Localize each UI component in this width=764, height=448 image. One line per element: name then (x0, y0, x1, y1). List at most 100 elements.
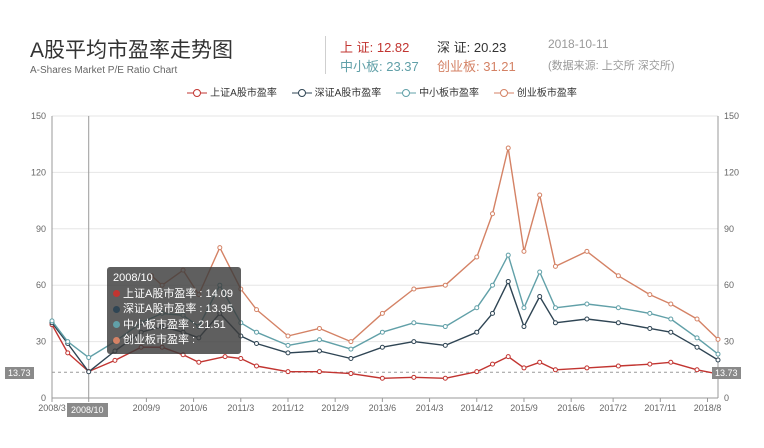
y-tick-label-right: 90 (724, 224, 734, 234)
x-tick-label: 2016/6 (557, 403, 585, 413)
data-point (316, 337, 322, 343)
data-point (411, 320, 417, 326)
chart-title: A股平均市盈率走势图 (30, 39, 234, 62)
legend-item-gem[interactable]: 创业板市盈率 (493, 84, 577, 99)
stat-shenzhen: 深 证: 20.23 (437, 40, 507, 55)
data-point (348, 346, 354, 352)
stat-sme-board: 中小板: 23.37 (340, 59, 419, 74)
x-tick-label: 2009/9 (133, 403, 161, 413)
data-point (65, 350, 71, 356)
data-point (316, 348, 322, 354)
data-point (86, 369, 92, 375)
data-point (694, 344, 700, 350)
stat-source: (数据来源: 上交所 深交所) (548, 60, 675, 72)
data-point (647, 310, 653, 316)
legend-marker-icon (493, 89, 514, 98)
x-tick-label: 2011/3 (227, 403, 254, 413)
cursor-date-label: 2008/10 (67, 403, 108, 417)
legend-item-shenzhen[interactable]: 深证A股市盈率 (291, 84, 382, 99)
tooltip-title: 2008/10 (113, 272, 153, 284)
data-point (316, 325, 322, 331)
x-tick-label: 2017/2 (599, 403, 627, 413)
series-dot-icon (113, 336, 120, 344)
x-tick-label: 2010/6 (180, 403, 208, 413)
stat-date: 2018-10-11 (548, 37, 609, 51)
data-point (552, 305, 558, 311)
data-point (411, 374, 417, 380)
chart-tooltip: 2008/10 上证A股市盈率 : 14.09 深证A股市盈率 : 13.95 … (107, 267, 242, 354)
tooltip-row-sme: 中小板市盈率 : 21.51 (113, 318, 233, 334)
data-point (552, 320, 558, 326)
data-point (196, 359, 202, 365)
y-tick-label-left: 150 (31, 111, 46, 121)
data-point (552, 367, 558, 373)
data-point (647, 361, 653, 367)
data-point (379, 329, 385, 335)
data-point (348, 356, 354, 362)
data-point (647, 292, 653, 298)
cursor-value-right: 13.73 (712, 367, 741, 379)
data-point (615, 363, 621, 369)
legend-marker-icon (291, 89, 312, 98)
y-tick-label-left: 30 (36, 337, 46, 347)
legend-item-sme[interactable]: 中小板市盈率 (396, 84, 479, 99)
data-point (254, 329, 260, 335)
data-point (668, 329, 674, 335)
data-point (285, 350, 291, 356)
data-point (379, 375, 385, 381)
data-point (86, 355, 92, 361)
data-point (615, 305, 621, 311)
data-point (505, 145, 511, 151)
data-point (537, 192, 543, 198)
tooltip-row-label: 创业板市盈率 : (123, 334, 196, 346)
data-point (668, 316, 674, 322)
data-point (348, 339, 354, 345)
x-tick-label: 2011/12 (272, 403, 304, 413)
data-point (442, 324, 448, 330)
data-point (584, 365, 590, 371)
data-point (285, 369, 291, 375)
data-point (222, 354, 228, 360)
legend-label: 上证A股市盈率 (210, 88, 277, 99)
legend-marker-icon (396, 89, 417, 98)
data-point (521, 365, 527, 371)
x-tick-label: 2017/11 (644, 403, 676, 413)
data-point (694, 367, 700, 373)
y-tick-label-left: 120 (31, 167, 46, 177)
series-dot-icon (113, 305, 120, 313)
data-point (490, 282, 496, 288)
data-point (505, 354, 511, 360)
tooltip-row-shanghai: 上证A股市盈率 : 14.09 (113, 287, 233, 303)
data-point (411, 286, 417, 292)
x-tick-label: 2014/3 (416, 403, 444, 413)
data-point (715, 336, 721, 342)
data-point (254, 307, 260, 313)
legend-item-shanghai[interactable]: 上证A股市盈率 (187, 84, 277, 99)
data-point (316, 369, 322, 375)
legend-label: 创业板市盈率 (516, 88, 577, 99)
legend-label: 深证A股市盈率 (314, 88, 382, 99)
y-tick-label-right: 30 (724, 337, 734, 347)
tooltip-row-label: 深证A股市盈率 : 13.95 (123, 303, 234, 315)
data-point (552, 263, 558, 269)
chart-legend: 上证A股市盈率 深证A股市盈率 中小板市盈率 创业板市盈率 (0, 84, 764, 99)
y-tick-label-right: 0 (724, 393, 729, 403)
header-divider (325, 36, 326, 74)
data-point (49, 318, 55, 324)
data-point (65, 339, 71, 345)
data-point (490, 361, 496, 367)
stat-gem-board: 创业板: 31.21 (437, 59, 516, 74)
y-tick-label-right: 150 (724, 111, 739, 121)
data-point (490, 211, 496, 217)
data-point (348, 371, 354, 377)
y-tick-label-right: 60 (724, 280, 734, 290)
legend-label: 中小板市盈率 (419, 88, 480, 99)
data-point (584, 301, 590, 307)
x-tick-label: 2008/3 (38, 403, 66, 413)
data-point (285, 333, 291, 339)
data-point (254, 363, 260, 369)
x-tick-label: 2015/9 (510, 403, 538, 413)
data-point (521, 248, 527, 254)
data-point (668, 301, 674, 307)
